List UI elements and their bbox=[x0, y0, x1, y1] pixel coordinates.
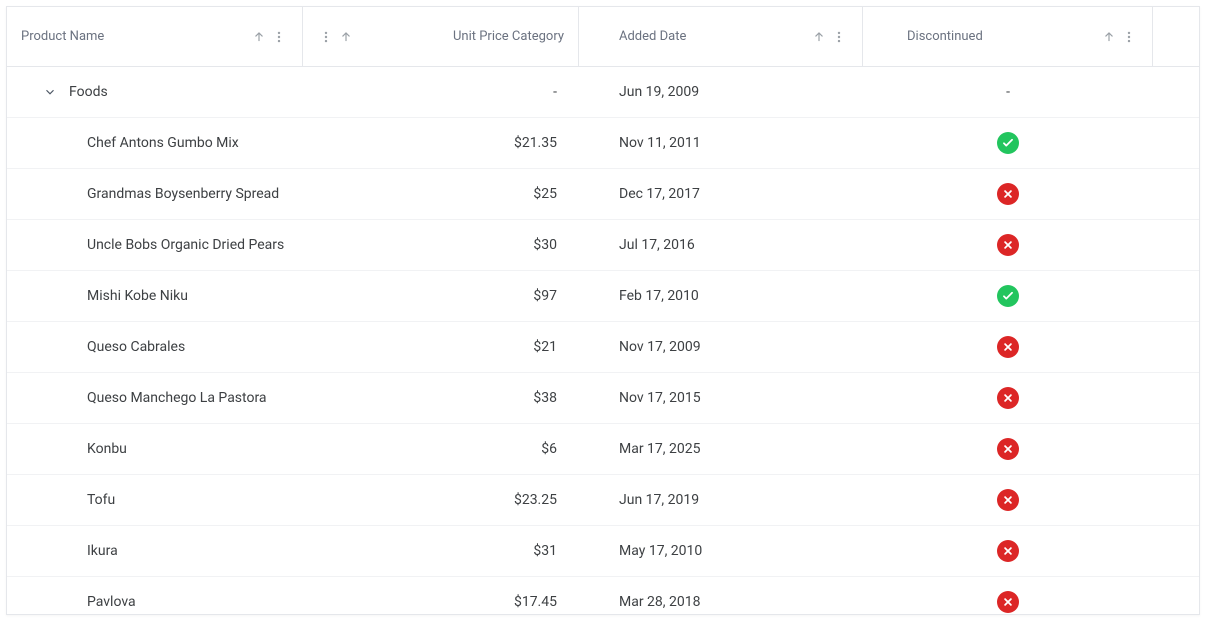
x-circle-icon bbox=[997, 336, 1019, 358]
cell-added-date: May 17, 2010 bbox=[619, 543, 702, 559]
cell-product-name: Mishi Kobe Niku bbox=[87, 288, 188, 304]
col-header-product-name[interactable]: Product Name bbox=[7, 7, 303, 66]
cell-discontinued bbox=[863, 591, 1153, 613]
group-date: Jun 19, 2009 bbox=[619, 84, 699, 100]
table-row[interactable]: Ikura $31 May 17, 2010 bbox=[7, 526, 1199, 577]
table-row[interactable]: Mishi Kobe Niku $97 Feb 17, 2010 bbox=[7, 271, 1199, 322]
table-row[interactable]: Grandmas Boysenberry Spread $25 Dec 17, 20… bbox=[7, 169, 1199, 220]
cell-unit-price: $21.35 bbox=[514, 135, 557, 151]
cell-unit-price: $21 bbox=[533, 339, 557, 355]
cell-added-date: Nov 17, 2009 bbox=[619, 339, 701, 355]
cell-product-name: Grandmas Boysenberry Spread bbox=[87, 186, 279, 202]
cell-product-name: Uncle Bobs Organic Dried Pears bbox=[87, 237, 284, 253]
cell-discontinued bbox=[863, 183, 1153, 205]
cell-product-name: Queso Cabrales bbox=[87, 339, 185, 355]
column-menu-icon[interactable] bbox=[1120, 28, 1138, 46]
sort-arrow-up-icon[interactable] bbox=[250, 28, 268, 46]
cell-product-name: Ikura bbox=[87, 543, 118, 559]
cell-product-name: Queso Manchego La Pastora bbox=[87, 390, 267, 406]
cell-unit-price: $17.45 bbox=[514, 594, 557, 610]
check-circle-icon bbox=[997, 132, 1019, 154]
cell-product-name: Konbu bbox=[87, 441, 127, 457]
cell-unit-price: $6 bbox=[541, 441, 557, 457]
table-row[interactable]: Konbu $6 Mar 17, 2025 bbox=[7, 424, 1199, 475]
x-circle-icon bbox=[997, 234, 1019, 256]
cell-added-date: Dec 17, 2017 bbox=[619, 186, 700, 202]
cell-added-date: Jul 17, 2016 bbox=[619, 237, 695, 253]
cell-unit-price: $30 bbox=[533, 237, 557, 253]
group-price: - bbox=[553, 84, 557, 100]
cell-unit-price: $23.25 bbox=[514, 492, 557, 508]
table-row[interactable]: Queso Cabrales $21 Nov 17, 2009 bbox=[7, 322, 1199, 373]
cell-discontinued bbox=[863, 285, 1153, 307]
cell-product-name: Chef Antons Gumbo Mix bbox=[87, 135, 239, 151]
column-menu-icon[interactable] bbox=[830, 28, 848, 46]
cell-product-name: Tofu bbox=[87, 492, 115, 508]
cell-discontinued bbox=[863, 540, 1153, 562]
cell-discontinued bbox=[863, 234, 1153, 256]
column-menu-icon[interactable] bbox=[270, 28, 288, 46]
col-header-discontinued[interactable]: Discontinued bbox=[863, 7, 1153, 66]
cell-added-date: Nov 17, 2015 bbox=[619, 390, 701, 406]
cell-discontinued bbox=[863, 387, 1153, 409]
sort-arrow-up-icon[interactable] bbox=[810, 28, 828, 46]
col-header-label: Unit Price Category bbox=[363, 29, 564, 44]
cell-added-date: Feb 17, 2010 bbox=[619, 288, 699, 304]
table-row[interactable]: Tofu $23.25 Jun 17, 2019 bbox=[7, 475, 1199, 526]
x-circle-icon bbox=[997, 489, 1019, 511]
group-discontinued: - bbox=[1006, 84, 1010, 100]
x-circle-icon bbox=[997, 591, 1019, 613]
cell-unit-price: $25 bbox=[533, 186, 557, 202]
x-circle-icon bbox=[997, 540, 1019, 562]
cell-unit-price: $38 bbox=[533, 390, 557, 406]
col-header-label: Product Name bbox=[21, 29, 250, 44]
table-row[interactable]: Pavlova $17.45 Mar 28, 2018 bbox=[7, 577, 1199, 615]
sort-arrow-up-icon[interactable] bbox=[1100, 28, 1118, 46]
col-header-spacer bbox=[1153, 7, 1199, 66]
table-row[interactable]: Chef Antons Gumbo Mix $21.35 Nov 11, 2011 bbox=[7, 118, 1199, 169]
col-header-label: Discontinued bbox=[877, 29, 1100, 44]
cell-added-date: Nov 11, 2011 bbox=[619, 135, 701, 151]
data-grid: Product Name Unit Price Category bbox=[6, 6, 1200, 615]
col-header-unit-price[interactable]: Unit Price Category bbox=[303, 7, 579, 66]
x-circle-icon bbox=[997, 387, 1019, 409]
grid-body: Foods - Jun 19, 2009 - Chef Antons Gumbo… bbox=[7, 67, 1199, 615]
cell-discontinued bbox=[863, 132, 1153, 154]
table-row[interactable]: Queso Manchego La Pastora $38 Nov 17, 2015 bbox=[7, 373, 1199, 424]
cell-discontinued bbox=[863, 438, 1153, 460]
cell-unit-price: $97 bbox=[533, 288, 557, 304]
sort-arrow-up-icon[interactable] bbox=[337, 28, 355, 46]
group-row[interactable]: Foods - Jun 19, 2009 - bbox=[7, 67, 1199, 118]
cell-added-date: Mar 28, 2018 bbox=[619, 594, 701, 610]
cell-added-date: Mar 17, 2025 bbox=[619, 441, 701, 457]
column-menu-icon[interactable] bbox=[317, 28, 335, 46]
table-row[interactable]: Uncle Bobs Organic Dried Pears $30 Jul 17,… bbox=[7, 220, 1199, 271]
check-circle-icon bbox=[997, 285, 1019, 307]
x-circle-icon bbox=[997, 438, 1019, 460]
grid-body-scroll[interactable]: Foods - Jun 19, 2009 - Chef Antons Gumbo… bbox=[7, 67, 1199, 615]
grid-header: Product Name Unit Price Category bbox=[7, 7, 1199, 67]
col-header-label: Added Date bbox=[593, 29, 810, 44]
cell-discontinued bbox=[863, 336, 1153, 358]
chevron-down-icon[interactable] bbox=[37, 85, 63, 99]
x-circle-icon bbox=[997, 183, 1019, 205]
cell-unit-price: $31 bbox=[533, 543, 557, 559]
col-header-added-date[interactable]: Added Date bbox=[579, 7, 863, 66]
cell-discontinued bbox=[863, 489, 1153, 511]
group-label: Foods bbox=[69, 84, 108, 100]
cell-added-date: Jun 17, 2019 bbox=[619, 492, 699, 508]
cell-product-name: Pavlova bbox=[87, 594, 136, 610]
